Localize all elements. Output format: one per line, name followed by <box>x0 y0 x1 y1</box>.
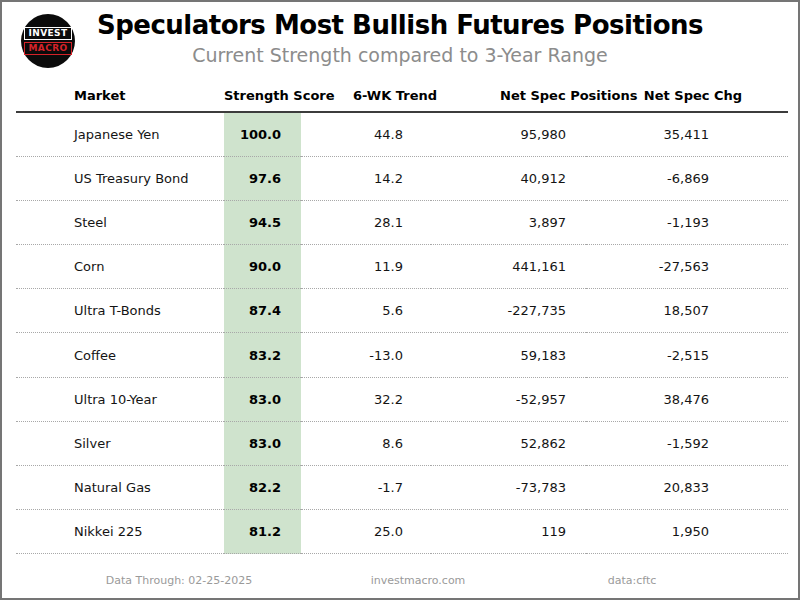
market-cell: Natural Gas <box>16 466 224 510</box>
column-header-positions: Net Spec Positions <box>431 82 586 112</box>
score-cell: 100.0 <box>224 112 301 156</box>
change-cell: -1,592 <box>586 421 788 465</box>
change-cell: 35,411 <box>586 112 788 156</box>
positions-cell: 40,912 <box>431 156 586 200</box>
trend-cell: 44.8 <box>301 112 431 156</box>
market-cell: Steel <box>16 200 224 244</box>
change-cell: 18,507 <box>586 289 788 333</box>
positions-cell: 119 <box>431 510 586 554</box>
market-cell: Japanese Yen <box>16 112 224 156</box>
market-cell: Nikkei 225 <box>16 510 224 554</box>
change-cell: 38,476 <box>586 377 788 421</box>
trend-cell: 5.6 <box>301 289 431 333</box>
footer-data-source: data:cftc <box>608 574 657 587</box>
positions-cell: 52,862 <box>431 421 586 465</box>
change-cell: -6,869 <box>586 156 788 200</box>
column-header-score: Strength Score <box>224 82 301 112</box>
positions-cell: 441,161 <box>431 245 586 289</box>
change-cell: -27,563 <box>586 245 788 289</box>
trend-cell: 8.6 <box>301 421 431 465</box>
infographic-card: INVEST MACRO Speculators Most Bullish Fu… <box>0 0 800 600</box>
table-row: Japanese Yen100.044.895,98035,411 <box>16 112 788 156</box>
change-cell: 20,833 <box>586 466 788 510</box>
table-row: Nikkei 22581.225.01191,950 <box>16 510 788 554</box>
market-cell: Silver <box>16 421 224 465</box>
table-row: Corn90.011.9441,161-27,563 <box>16 245 788 289</box>
positions-cell: 3,897 <box>431 200 586 244</box>
trend-cell: 28.1 <box>301 200 431 244</box>
table-row: Coffee83.2-13.059,183-2,515 <box>16 333 788 377</box>
table-row: Natural Gas82.2-1.7-73,78320,833 <box>16 466 788 510</box>
score-cell: 81.2 <box>224 510 301 554</box>
table-header: Market Strength Score 6-WK Trend Net Spe… <box>16 82 788 112</box>
positions-cell: 95,980 <box>431 112 586 156</box>
table-row: Ultra 10-Year83.032.2-52,95738,476 <box>16 377 788 421</box>
positions-cell: -227,735 <box>431 289 586 333</box>
trend-cell: 32.2 <box>301 377 431 421</box>
table-body: Japanese Yen100.044.895,98035,411US Trea… <box>16 112 788 554</box>
trend-cell: 25.0 <box>301 510 431 554</box>
score-cell: 83.0 <box>224 377 301 421</box>
column-header-market: Market <box>16 82 224 112</box>
score-cell: 82.2 <box>224 466 301 510</box>
page-title: Speculators Most Bullish Futures Positio… <box>2 10 798 40</box>
trend-cell: -1.7 <box>301 466 431 510</box>
futures-positions-table: Market Strength Score 6-WK Trend Net Spe… <box>16 82 788 554</box>
change-cell: 1,950 <box>586 510 788 554</box>
positions-cell: 59,183 <box>431 333 586 377</box>
market-cell: Coffee <box>16 333 224 377</box>
change-cell: -1,193 <box>586 200 788 244</box>
market-cell: Ultra T-Bonds <box>16 289 224 333</box>
change-cell: -2,515 <box>586 333 788 377</box>
market-cell: Corn <box>16 245 224 289</box>
score-cell: 83.0 <box>224 421 301 465</box>
footer-data-through: Data Through: 02-25-2025 <box>106 574 253 587</box>
table-row: Steel94.528.13,897-1,193 <box>16 200 788 244</box>
footer-website: investmacro.com <box>371 574 466 587</box>
score-cell: 83.2 <box>224 333 301 377</box>
table-row: US Treasury Bond97.614.240,912-6,869 <box>16 156 788 200</box>
trend-cell: 14.2 <box>301 156 431 200</box>
trend-cell: -13.0 <box>301 333 431 377</box>
score-cell: 97.6 <box>224 156 301 200</box>
score-cell: 87.4 <box>224 289 301 333</box>
table-row: Silver83.08.652,862-1,592 <box>16 421 788 465</box>
table-row: Ultra T-Bonds87.45.6-227,73518,507 <box>16 289 788 333</box>
score-cell: 94.5 <box>224 200 301 244</box>
trend-cell: 11.9 <box>301 245 431 289</box>
positions-cell: -52,957 <box>431 377 586 421</box>
market-cell: Ultra 10-Year <box>16 377 224 421</box>
page-subtitle: Current Strength compared to 3-Year Rang… <box>2 44 798 66</box>
market-cell: US Treasury Bond <box>16 156 224 200</box>
score-cell: 90.0 <box>224 245 301 289</box>
positions-cell: -73,783 <box>431 466 586 510</box>
header-row: Market Strength Score 6-WK Trend Net Spe… <box>16 82 788 112</box>
